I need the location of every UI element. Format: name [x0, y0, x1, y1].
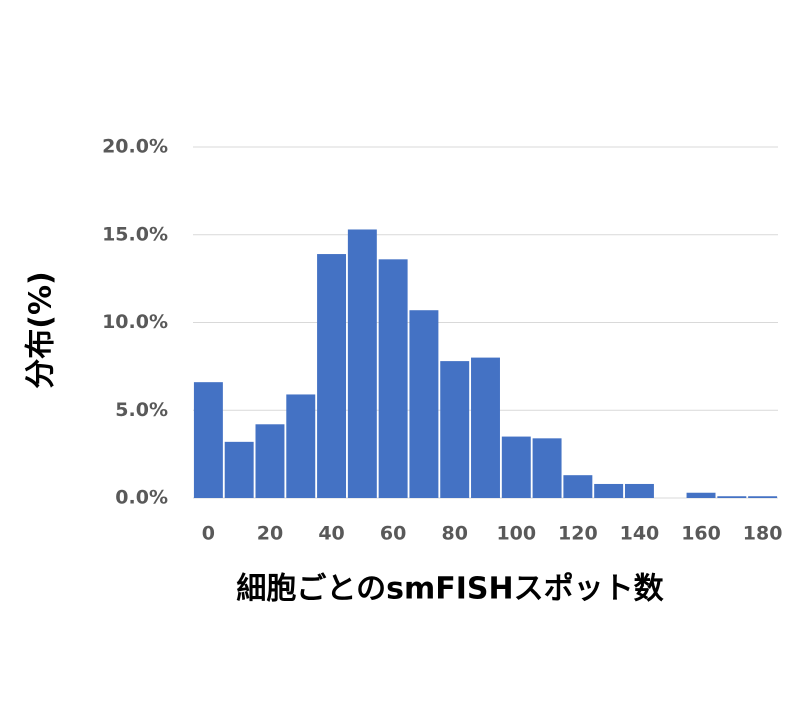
bar — [193, 382, 223, 498]
bar — [317, 254, 347, 498]
bar — [347, 229, 377, 499]
y-tick-label: 0.0% — [115, 487, 168, 509]
bar — [286, 394, 316, 498]
bar — [532, 438, 562, 498]
x-tick-label: 120 — [558, 523, 598, 545]
bar — [563, 475, 593, 498]
y-axis-title: 分布(%) — [24, 271, 59, 388]
x-tick-label: 140 — [620, 523, 660, 545]
bar — [748, 496, 778, 498]
x-tick-label: 180 — [743, 523, 783, 545]
x-tick-label: 40 — [318, 523, 344, 545]
x-axis-title: 細胞ごとのsmFISHスポット数 — [236, 572, 664, 607]
x-tick-label: 160 — [681, 523, 721, 545]
y-tick-label: 5.0% — [115, 399, 168, 421]
bar — [255, 424, 285, 498]
x-tick-label: 60 — [380, 523, 406, 545]
bar — [471, 357, 500, 498]
bar — [594, 483, 624, 498]
x-tick-label: 80 — [441, 523, 467, 545]
y-tick-label: 10.0% — [102, 311, 168, 333]
bar — [409, 310, 439, 498]
x-tick-label: 100 — [496, 523, 536, 545]
bar — [378, 259, 408, 498]
bar — [501, 436, 531, 498]
bar — [624, 483, 654, 498]
bar — [686, 492, 716, 498]
bar — [717, 496, 747, 498]
y-tick-label: 15.0% — [102, 223, 168, 245]
bar — [440, 361, 470, 498]
x-tick-label: 20 — [257, 523, 283, 545]
bar — [224, 441, 254, 498]
x-tick-label: 0 — [202, 523, 215, 545]
y-tick-label: 20.0% — [102, 136, 168, 158]
